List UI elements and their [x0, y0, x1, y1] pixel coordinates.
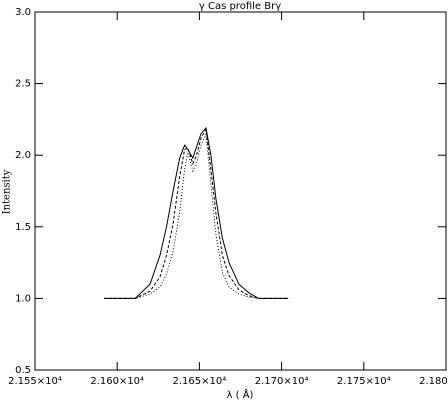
y-axis-label: Intensity: [2, 169, 13, 214]
x-tick-label: 2.170×10⁴: [255, 376, 309, 387]
data-line: [104, 127, 289, 299]
y-tick-label: 2.0: [15, 150, 31, 161]
y-tick-label: 1.5: [15, 222, 31, 233]
y-tick-label: 0.5: [15, 365, 31, 376]
y-tick-label: 1.0: [15, 293, 31, 304]
x-tick-label: 2.165×10⁴: [173, 376, 227, 387]
y-tick-label: 3.0: [15, 7, 31, 18]
x-axis-label: λ ( Å): [227, 388, 254, 401]
y-tick-label: 2.5: [15, 79, 31, 90]
x-tick-label: 2.175×10⁴: [337, 376, 391, 387]
data-line: [104, 133, 289, 299]
x-tick-label: 2.180×10⁴: [419, 376, 448, 387]
data-line: [104, 126, 289, 299]
chart-title: γ Cas profile Brγ: [199, 1, 281, 12]
x-tick-label: 2.160×10⁴: [90, 376, 144, 387]
x-tick-label: 2.155×10⁴: [8, 376, 62, 387]
plot-frame: [34, 11, 447, 371]
